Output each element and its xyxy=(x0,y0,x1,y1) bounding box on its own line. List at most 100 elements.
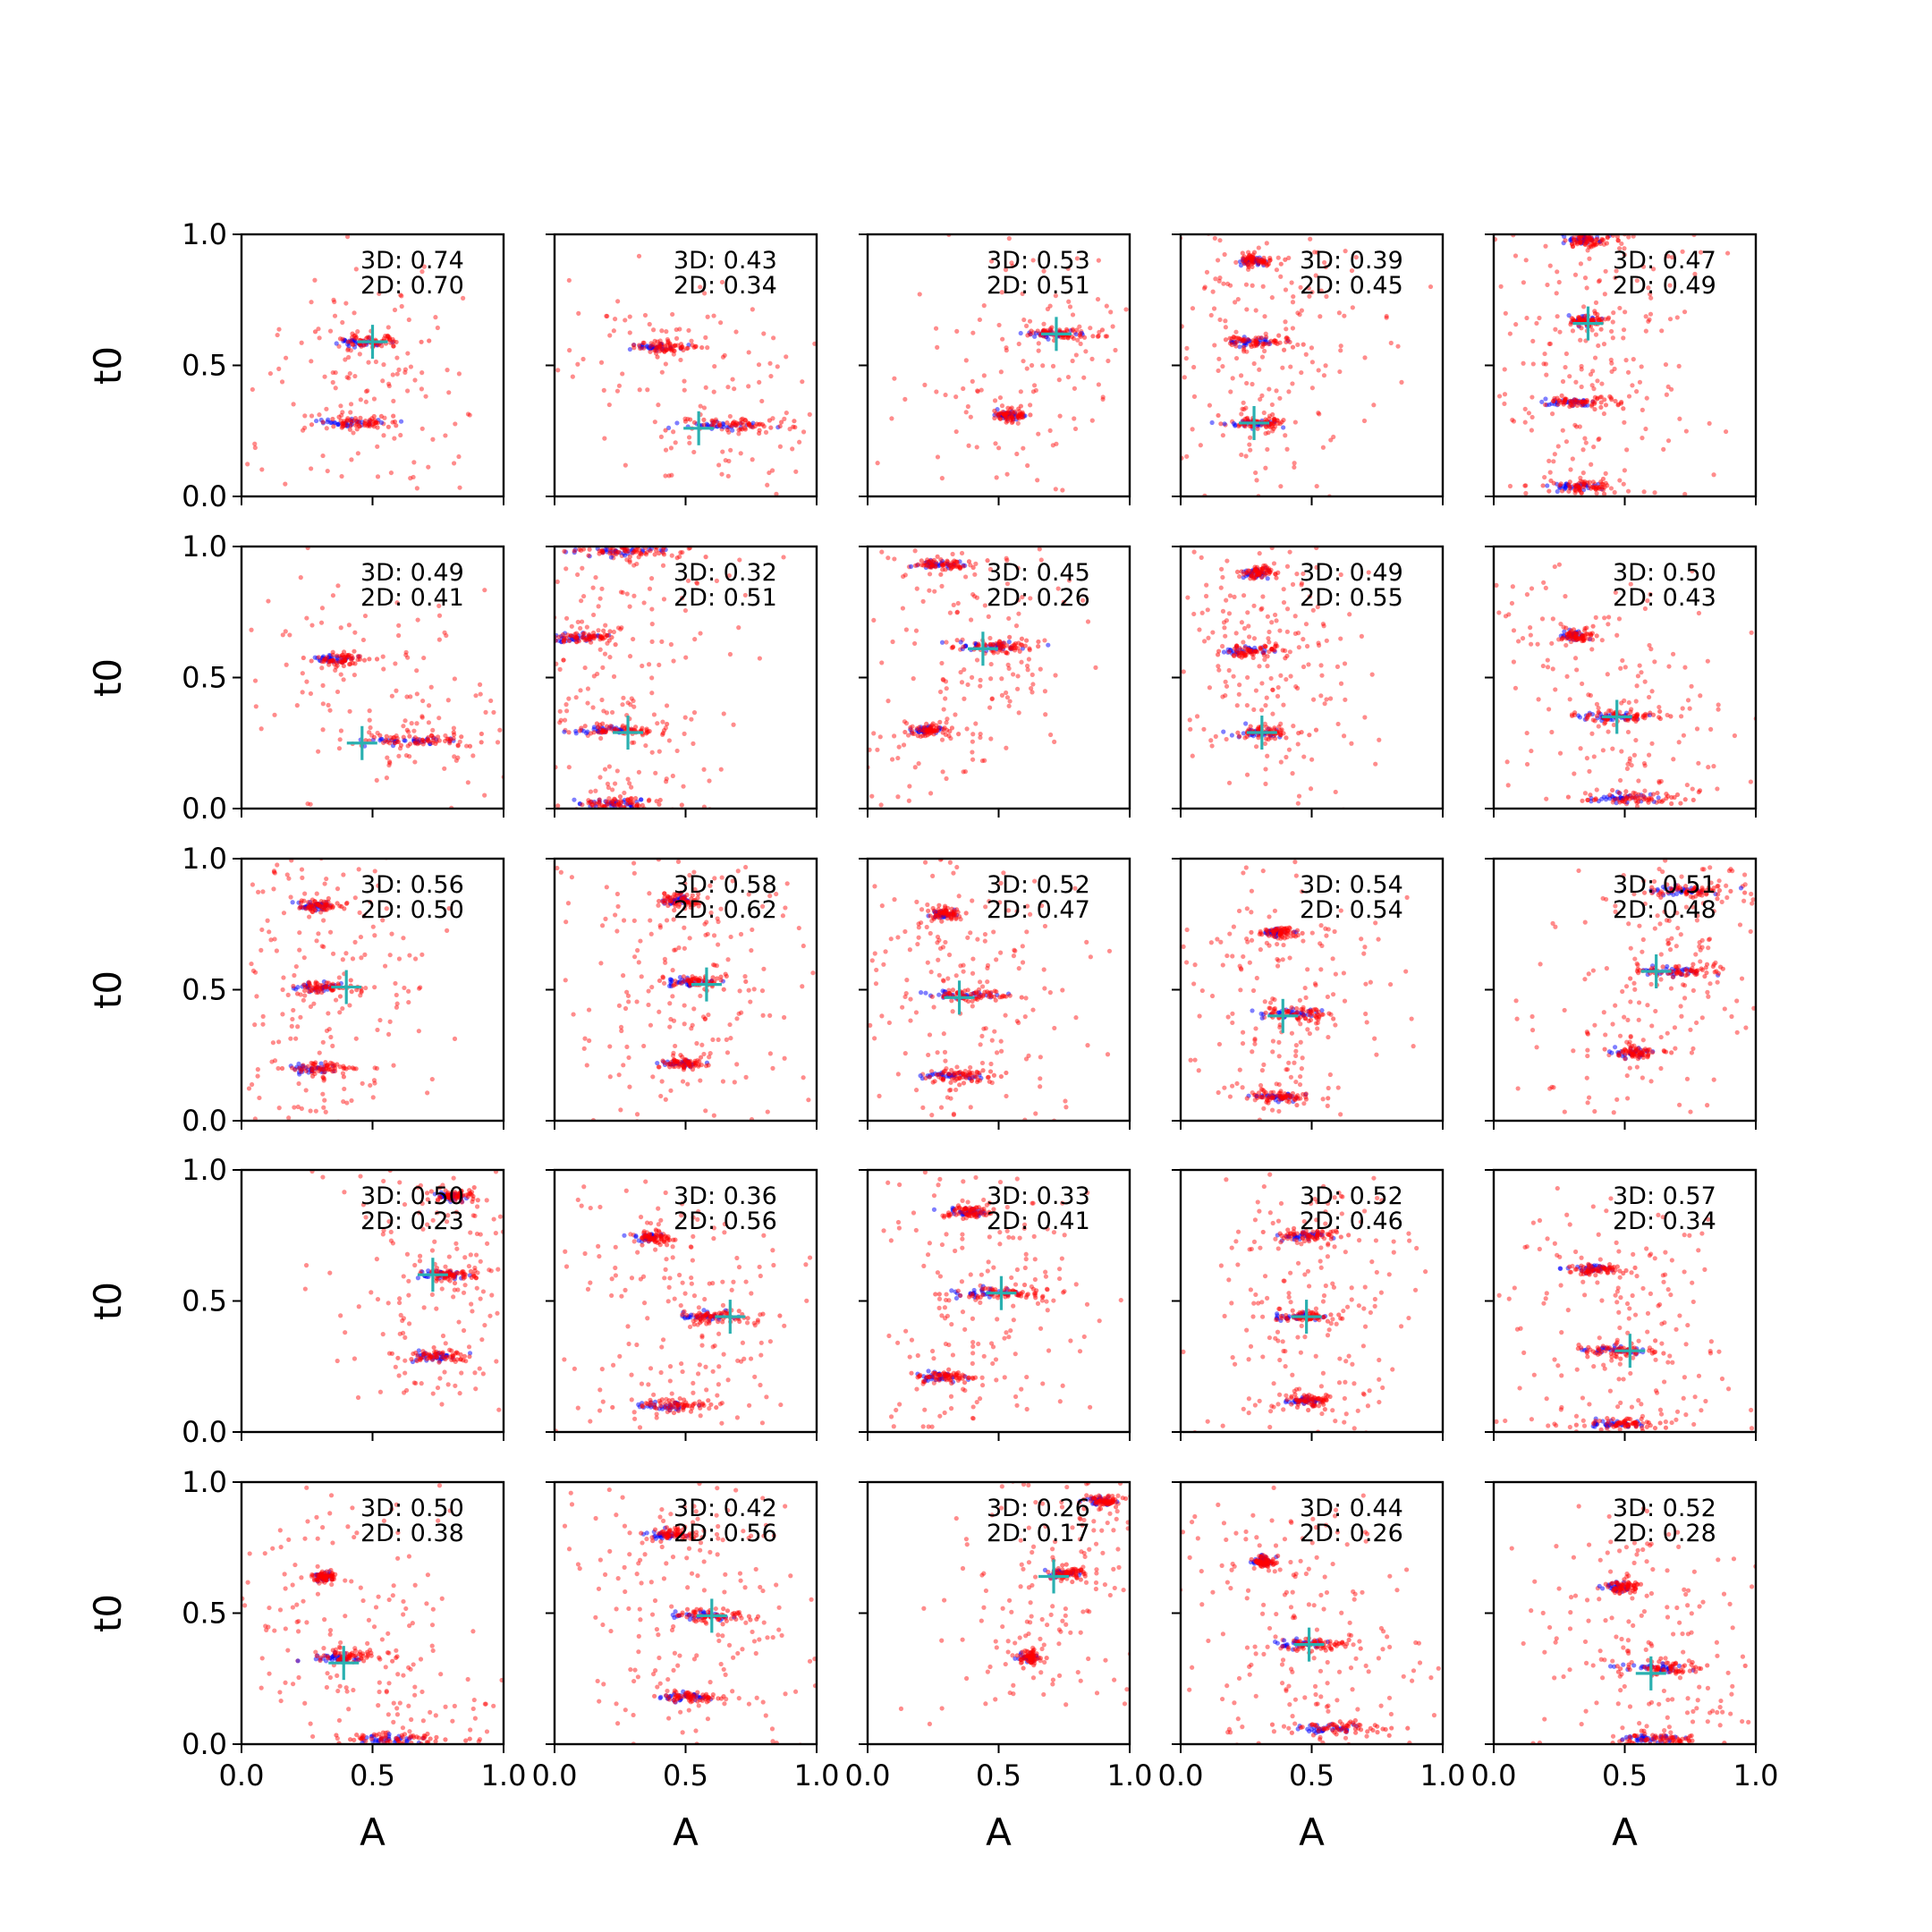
red-sample-point xyxy=(722,352,727,358)
red-sample-point xyxy=(358,993,363,998)
red-sample-point xyxy=(601,628,606,633)
red-sample-point xyxy=(283,355,289,360)
red-sample-point xyxy=(1235,730,1241,735)
red-sample-point xyxy=(348,402,354,407)
red-sample-point xyxy=(479,731,484,737)
red-sample-point xyxy=(326,1011,331,1016)
red-sample-point xyxy=(1724,250,1731,256)
red-sample-point xyxy=(1563,439,1570,445)
red-sample-point xyxy=(1188,726,1193,732)
red-sample-point xyxy=(1245,674,1250,681)
red-sample-point xyxy=(1085,619,1091,624)
red-sample-point xyxy=(470,753,476,758)
red-sample-point xyxy=(1295,801,1301,806)
red-sample-point xyxy=(1021,359,1026,364)
red-sample-point xyxy=(1199,610,1205,615)
red-sample-point xyxy=(1583,242,1589,248)
red-sample-point xyxy=(1299,729,1304,735)
red-sample-point xyxy=(1556,562,1562,567)
red-sample-point xyxy=(366,360,371,365)
red-sample-point xyxy=(297,947,302,953)
red-sample-point xyxy=(1549,640,1555,646)
red-sample-point xyxy=(724,420,730,426)
red-sample-point xyxy=(1560,378,1566,385)
red-sample-point xyxy=(349,419,354,425)
red-sample-point xyxy=(338,403,343,409)
red-sample-point xyxy=(1250,649,1255,655)
red-sample-point xyxy=(1626,394,1632,399)
red-sample-point xyxy=(566,765,572,770)
red-sample-point xyxy=(597,637,603,642)
red-sample-point xyxy=(436,716,442,721)
red-sample-point xyxy=(1617,777,1623,784)
annotation-3d: 3D: 0.50 xyxy=(1613,559,1716,587)
red-sample-point xyxy=(607,333,613,338)
red-sample-point xyxy=(1316,640,1321,646)
red-sample-point xyxy=(573,695,579,700)
red-sample-point xyxy=(321,899,326,904)
red-sample-point xyxy=(348,656,353,661)
red-sample-point xyxy=(331,297,336,302)
red-sample-point xyxy=(436,637,442,642)
red-sample-point xyxy=(593,788,598,793)
red-sample-point xyxy=(1625,761,1631,767)
red-sample-point xyxy=(1639,364,1644,369)
red-sample-point xyxy=(1643,426,1648,432)
red-sample-point xyxy=(964,726,970,732)
red-sample-point xyxy=(1644,395,1649,401)
red-sample-point xyxy=(1253,470,1258,476)
red-sample-point xyxy=(1043,712,1048,717)
red-sample-point xyxy=(1025,667,1030,673)
red-sample-point xyxy=(720,449,725,454)
red-sample-point xyxy=(659,369,665,375)
red-sample-point xyxy=(975,388,980,394)
red-sample-point xyxy=(1307,293,1312,299)
red-sample-point xyxy=(1549,411,1555,417)
red-sample-point xyxy=(589,799,594,804)
red-sample-point xyxy=(407,733,412,739)
red-sample-point xyxy=(892,556,897,562)
red-sample-point xyxy=(381,433,386,438)
red-sample-point xyxy=(911,640,918,647)
red-sample-point xyxy=(1295,741,1301,747)
red-sample-point xyxy=(316,931,321,936)
red-sample-point xyxy=(998,416,1004,421)
red-sample-point xyxy=(1572,656,1579,661)
red-sample-point xyxy=(725,385,731,390)
red-sample-point xyxy=(250,882,256,887)
red-sample-point xyxy=(1238,373,1244,378)
red-sample-point xyxy=(399,303,404,309)
red-sample-point xyxy=(1589,383,1595,388)
red-sample-point xyxy=(250,968,257,974)
red-sample-point xyxy=(649,750,655,755)
red-sample-point xyxy=(245,462,250,467)
red-sample-point xyxy=(1547,341,1554,347)
red-sample-point xyxy=(1610,319,1615,325)
red-sample-point xyxy=(1093,665,1098,670)
red-sample-point xyxy=(1369,672,1375,677)
red-sample-point xyxy=(299,340,304,345)
red-sample-point xyxy=(1251,360,1257,367)
red-sample-point xyxy=(620,589,625,596)
red-sample-point xyxy=(716,422,722,428)
red-sample-point xyxy=(356,419,361,425)
red-sample-point xyxy=(1496,610,1502,615)
red-sample-point xyxy=(1284,754,1289,760)
red-sample-point xyxy=(889,416,894,421)
red-sample-point xyxy=(1206,635,1211,640)
red-sample-point xyxy=(1251,636,1258,641)
red-sample-point xyxy=(398,432,403,438)
red-sample-point xyxy=(1215,258,1221,263)
red-sample-point xyxy=(1603,268,1608,274)
blue-sample-point xyxy=(1073,332,1079,337)
red-sample-point xyxy=(625,700,631,706)
red-sample-point xyxy=(412,377,418,383)
red-sample-point xyxy=(1278,484,1284,489)
red-sample-point xyxy=(920,727,926,733)
red-sample-point xyxy=(1584,756,1590,761)
red-sample-point xyxy=(1636,792,1641,797)
red-sample-point xyxy=(1657,716,1664,722)
red-sample-point xyxy=(598,360,605,365)
red-sample-point xyxy=(1683,428,1689,434)
red-sample-point xyxy=(271,869,277,874)
